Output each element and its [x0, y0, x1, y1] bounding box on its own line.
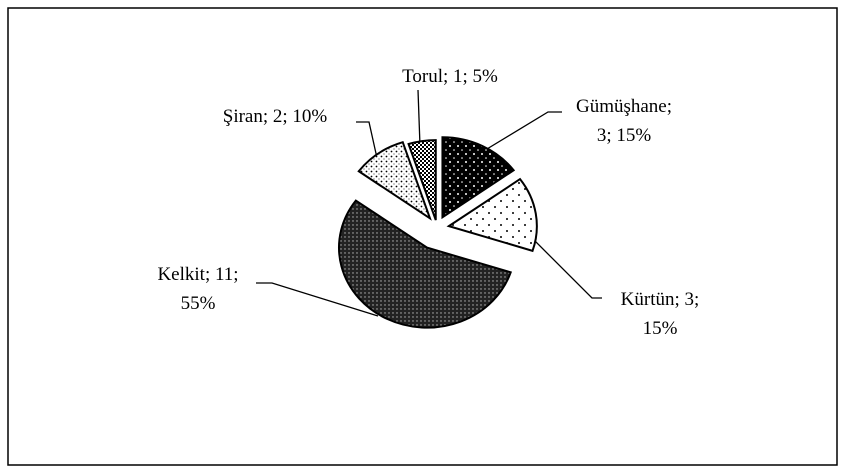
- data-label: Kelkit; 11;: [157, 264, 238, 285]
- data-label: 55%: [181, 293, 216, 314]
- data-label: Kürtün; 3;: [621, 289, 700, 310]
- pie-slice: [446, 177, 538, 253]
- pie-slice: [338, 199, 513, 329]
- data-label: Torul; 1; 5%: [402, 66, 498, 87]
- leader-line: [256, 282, 379, 317]
- leader-line: [417, 89, 421, 147]
- frame: [7, 7, 838, 466]
- pie-slice: [441, 136, 516, 220]
- leader-line: [521, 227, 602, 299]
- data-label: 3; 15%: [597, 125, 652, 146]
- data-label: 15%: [643, 318, 678, 339]
- leader-line: [356, 121, 378, 159]
- pie-slice: [357, 140, 432, 221]
- leader-line: [481, 111, 562, 153]
- data-label: Gümüşhane;: [576, 96, 672, 117]
- pie-slice: [407, 139, 437, 221]
- data-label: Şiran; 2; 10%: [223, 106, 328, 127]
